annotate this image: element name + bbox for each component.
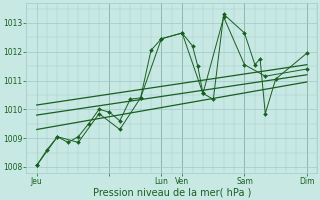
X-axis label: Pression niveau de la mer( hPa ): Pression niveau de la mer( hPa ) xyxy=(92,187,251,197)
